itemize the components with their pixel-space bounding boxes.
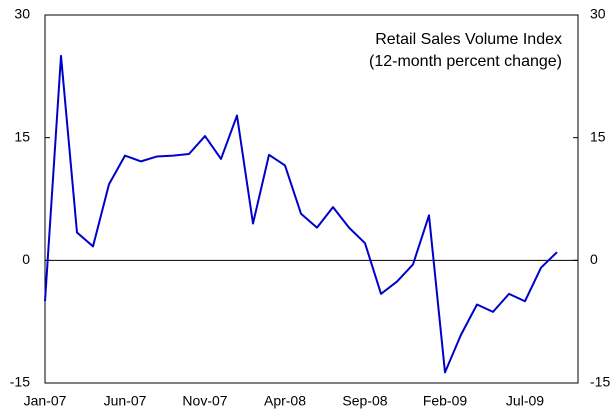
chart-title: Retail Sales Volume Index [375,31,562,48]
x-tick-label: Jul-09 [506,393,544,409]
line-series [44,54,558,374]
y-tick-label: -15 [10,374,30,390]
x-tick-label: Sep-08 [342,393,387,409]
y-tick-label: 15 [14,128,30,144]
y2-tick-label: 15 [590,128,606,144]
x-tick-label: Nov-07 [182,393,227,409]
y2-tick-label: -15 [590,374,610,390]
x-tick-label: Feb-09 [423,393,468,409]
y-tick-label: 30 [14,6,30,22]
x-tick-label: Apr-08 [264,393,306,409]
y2-tick-label: 30 [590,6,606,22]
y-tick-label: 0 [22,251,30,267]
x-tick-label: Jun-07 [104,393,147,409]
y2-tick-label: 0 [590,251,598,267]
x-tick-label: Jan-07 [24,393,67,409]
plot-frame [44,14,579,384]
chart-subtitle: (12-month percent change) [369,53,562,70]
